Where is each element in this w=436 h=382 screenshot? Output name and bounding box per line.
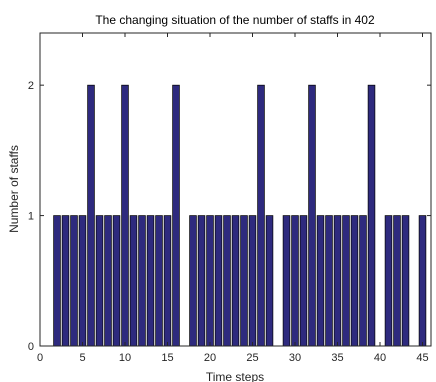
x-tick-label: 0 — [37, 352, 43, 364]
x-axis: 0 5 10 15 20 25 30 35 40 45 — [37, 33, 429, 364]
bar — [384, 215, 393, 347]
x-tick-label: 40 — [374, 352, 386, 364]
bar — [155, 215, 163, 347]
bar — [350, 215, 359, 347]
bar — [70, 215, 78, 347]
y-tick-label: 0 — [28, 341, 34, 353]
bar — [146, 215, 155, 347]
bar — [231, 215, 240, 347]
bar — [367, 84, 376, 347]
y-axis: 0 1 2 — [28, 80, 431, 353]
bar — [189, 215, 197, 347]
bar — [418, 215, 427, 347]
bar — [299, 215, 308, 347]
bar — [104, 215, 112, 347]
bar — [316, 215, 325, 347]
bar — [240, 215, 248, 347]
bar — [138, 215, 146, 347]
bar — [359, 215, 367, 347]
bar — [333, 215, 342, 347]
y-tick-label: 2 — [28, 80, 34, 92]
x-tick-label: 25 — [246, 352, 258, 364]
bar — [214, 215, 223, 347]
bar — [129, 215, 138, 347]
bar — [325, 215, 333, 347]
x-tick-label: 45 — [416, 352, 428, 364]
bar — [291, 215, 299, 347]
x-tick-label: 35 — [331, 352, 343, 364]
bar — [172, 84, 180, 347]
chart-title: The changing situation of the number of … — [95, 13, 375, 27]
x-tick-label: 10 — [119, 352, 131, 364]
y-axis-label: Number of staffs — [7, 145, 21, 233]
bar — [53, 215, 61, 347]
bar — [112, 215, 121, 347]
x-tick-label: 15 — [161, 352, 173, 364]
bar — [248, 215, 257, 347]
bar — [342, 215, 350, 347]
bar — [87, 84, 95, 347]
bar — [197, 215, 206, 347]
bar — [95, 215, 104, 347]
bar — [163, 215, 172, 347]
x-tick-label: 20 — [204, 352, 216, 364]
bar — [206, 215, 214, 347]
bar — [61, 215, 70, 347]
bar — [121, 84, 129, 347]
bar — [257, 84, 265, 347]
x-tick-label: 30 — [289, 352, 301, 364]
plot-frame — [39, 32, 432, 347]
bar — [223, 215, 231, 347]
bar — [401, 215, 410, 347]
bar — [265, 215, 274, 347]
y-tick-label: 1 — [28, 211, 34, 223]
bar — [78, 215, 87, 347]
x-axis-label: Time steps — [206, 370, 264, 382]
bar — [282, 215, 291, 347]
bar — [308, 84, 316, 347]
bar — [393, 215, 401, 347]
x-tick-label: 5 — [79, 352, 85, 364]
